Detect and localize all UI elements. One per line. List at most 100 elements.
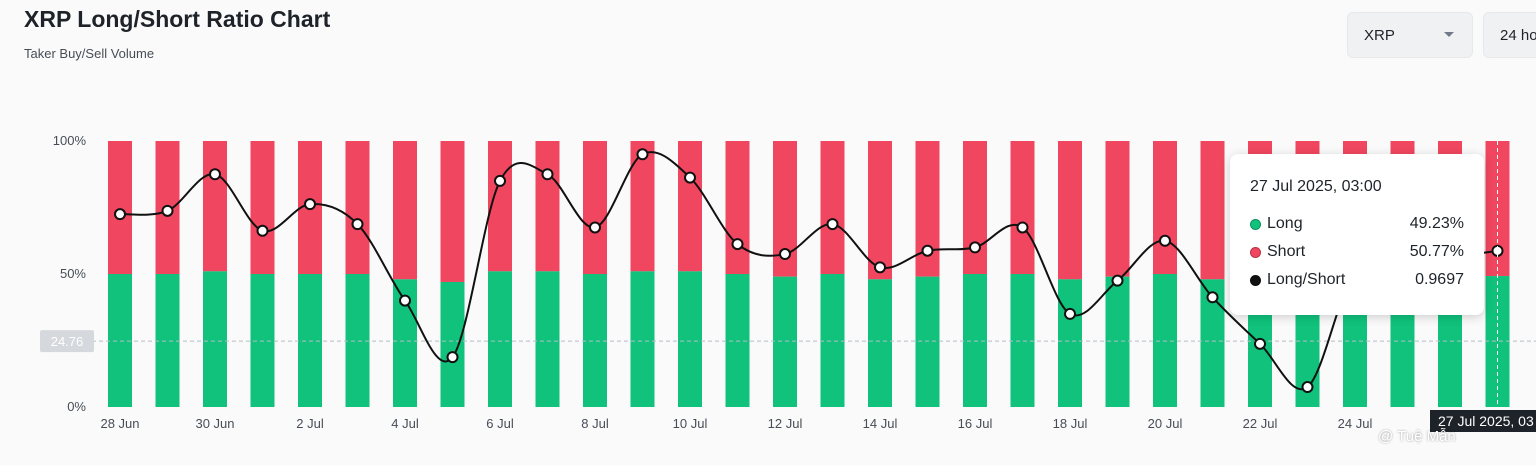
period-select-value: 24 ho <box>1500 26 1536 44</box>
ratio-point <box>636 148 649 161</box>
bar-long <box>108 274 132 407</box>
tooltip-value: 49.23% <box>1409 215 1464 232</box>
bar-short <box>868 141 892 280</box>
bar-long <box>820 274 845 407</box>
bar-short <box>630 141 655 272</box>
bar-long <box>155 274 180 407</box>
ratio-point <box>256 224 269 237</box>
y-tick-label: 50% <box>60 266 86 281</box>
x-tick-label: 2 Jul <box>296 416 324 431</box>
short-dot-icon <box>1250 246 1261 258</box>
ratio-point <box>209 168 221 181</box>
bar-long <box>773 276 797 407</box>
ratio-point <box>351 218 364 231</box>
tooltip-label: Short <box>1267 243 1306 260</box>
bar-long <box>1153 274 1177 407</box>
x-tick-label: 10 Jul <box>673 416 708 431</box>
tooltip-row-long: Long 49.23% <box>1250 210 1464 238</box>
ratio-point <box>1301 381 1314 394</box>
ratio-point <box>446 351 459 364</box>
ratio-point <box>969 241 981 254</box>
bar-long <box>345 274 370 407</box>
ratio-point <box>1064 307 1076 320</box>
long-dot-icon <box>1250 218 1261 230</box>
bar-short <box>820 141 845 274</box>
bar-long <box>440 281 465 407</box>
bar-short <box>1153 141 1177 274</box>
tooltip-value: 0.9697 <box>1415 271 1464 288</box>
ratio-point <box>589 221 601 234</box>
bar-long <box>250 274 275 407</box>
bar-short <box>345 141 370 274</box>
ratio-point <box>1254 337 1266 350</box>
bar-short <box>1058 141 1082 280</box>
ratio-point <box>826 218 839 231</box>
ratio-point <box>1206 291 1219 304</box>
bar-short <box>678 141 702 272</box>
y-tick-label: 100% <box>53 133 87 148</box>
ratio-point <box>779 248 791 261</box>
bar-short <box>1010 141 1035 274</box>
ratio-point <box>1159 234 1171 247</box>
bar-short <box>393 141 417 280</box>
page-subtitle: Taker Buy/Sell Volume <box>24 46 155 61</box>
ratio-point <box>161 204 174 217</box>
bar-short <box>440 141 465 282</box>
ratio-point <box>921 244 934 257</box>
x-tick-label: 12 Jul <box>768 416 803 431</box>
ratio-point <box>399 294 411 307</box>
bar-long <box>1058 279 1082 407</box>
bar-short <box>1200 141 1225 280</box>
y-tick-label: 0% <box>67 399 86 414</box>
bar-long <box>535 271 560 407</box>
tooltip-title: 27 Jul 2025, 03:00 <box>1250 178 1382 195</box>
x-tick-label: 24 Jul <box>1338 416 1373 431</box>
bar-long <box>1010 274 1035 407</box>
bar-long <box>915 276 940 407</box>
bar-long <box>1105 276 1130 407</box>
x-tick-label: 16 Jul <box>958 416 993 431</box>
bar-long <box>203 271 227 407</box>
bar-long <box>868 279 892 407</box>
chart-tooltip: 27 Jul 2025, 03:00 Long 49.23% Short 50.… <box>1230 154 1484 315</box>
ratio-point <box>494 174 506 187</box>
x-tick-label: 8 Jul <box>581 416 609 431</box>
bar-long <box>583 274 607 407</box>
ratio-point <box>1016 221 1029 234</box>
tooltip-label: Long <box>1267 215 1303 232</box>
reference-label-box <box>40 330 94 353</box>
x-tick-label: 20 Jul <box>1148 416 1183 431</box>
period-select[interactable]: 24 ho <box>1483 12 1536 58</box>
bar-long <box>630 271 655 407</box>
ratio-point <box>304 198 316 211</box>
bar-short <box>108 141 132 274</box>
x-tick-label: 4 Jul <box>391 416 419 431</box>
bar-long <box>488 271 512 407</box>
ratio-dot-icon <box>1250 274 1261 286</box>
reference-label: 24.76 <box>51 334 84 349</box>
page-title: XRP Long/Short Ratio Chart <box>24 6 331 32</box>
x-tick-label: 30 Jun <box>195 416 234 431</box>
x-tick-label: 18 Jul <box>1053 416 1088 431</box>
asset-select-value: XRP <box>1364 26 1395 44</box>
bar-long <box>678 271 702 407</box>
bar-short <box>203 141 227 272</box>
ratio-point <box>1111 274 1124 287</box>
bar-short <box>963 141 987 274</box>
ratio-point <box>114 208 126 221</box>
x-tick-label: 22 Jul <box>1243 416 1278 431</box>
bar-short <box>1105 141 1130 277</box>
x-tick-label: 6 Jul <box>486 416 514 431</box>
x-tick-label: 14 Jul <box>863 416 898 431</box>
tooltip-value: 50.77% <box>1409 243 1464 260</box>
bar-short <box>535 141 560 272</box>
bar-short <box>583 141 607 274</box>
ratio-point <box>731 238 744 251</box>
bar-long <box>963 274 987 407</box>
bar-short <box>250 141 275 274</box>
asset-select[interactable]: XRP <box>1347 12 1473 58</box>
tooltip-row-short: Short 50.77% <box>1250 238 1464 266</box>
crosshair-date-label: 27 Jul 2025, 03 <box>1430 410 1536 432</box>
watermark: @ Tuệ Mẫn <box>1378 428 1456 445</box>
bar-long <box>725 274 750 407</box>
